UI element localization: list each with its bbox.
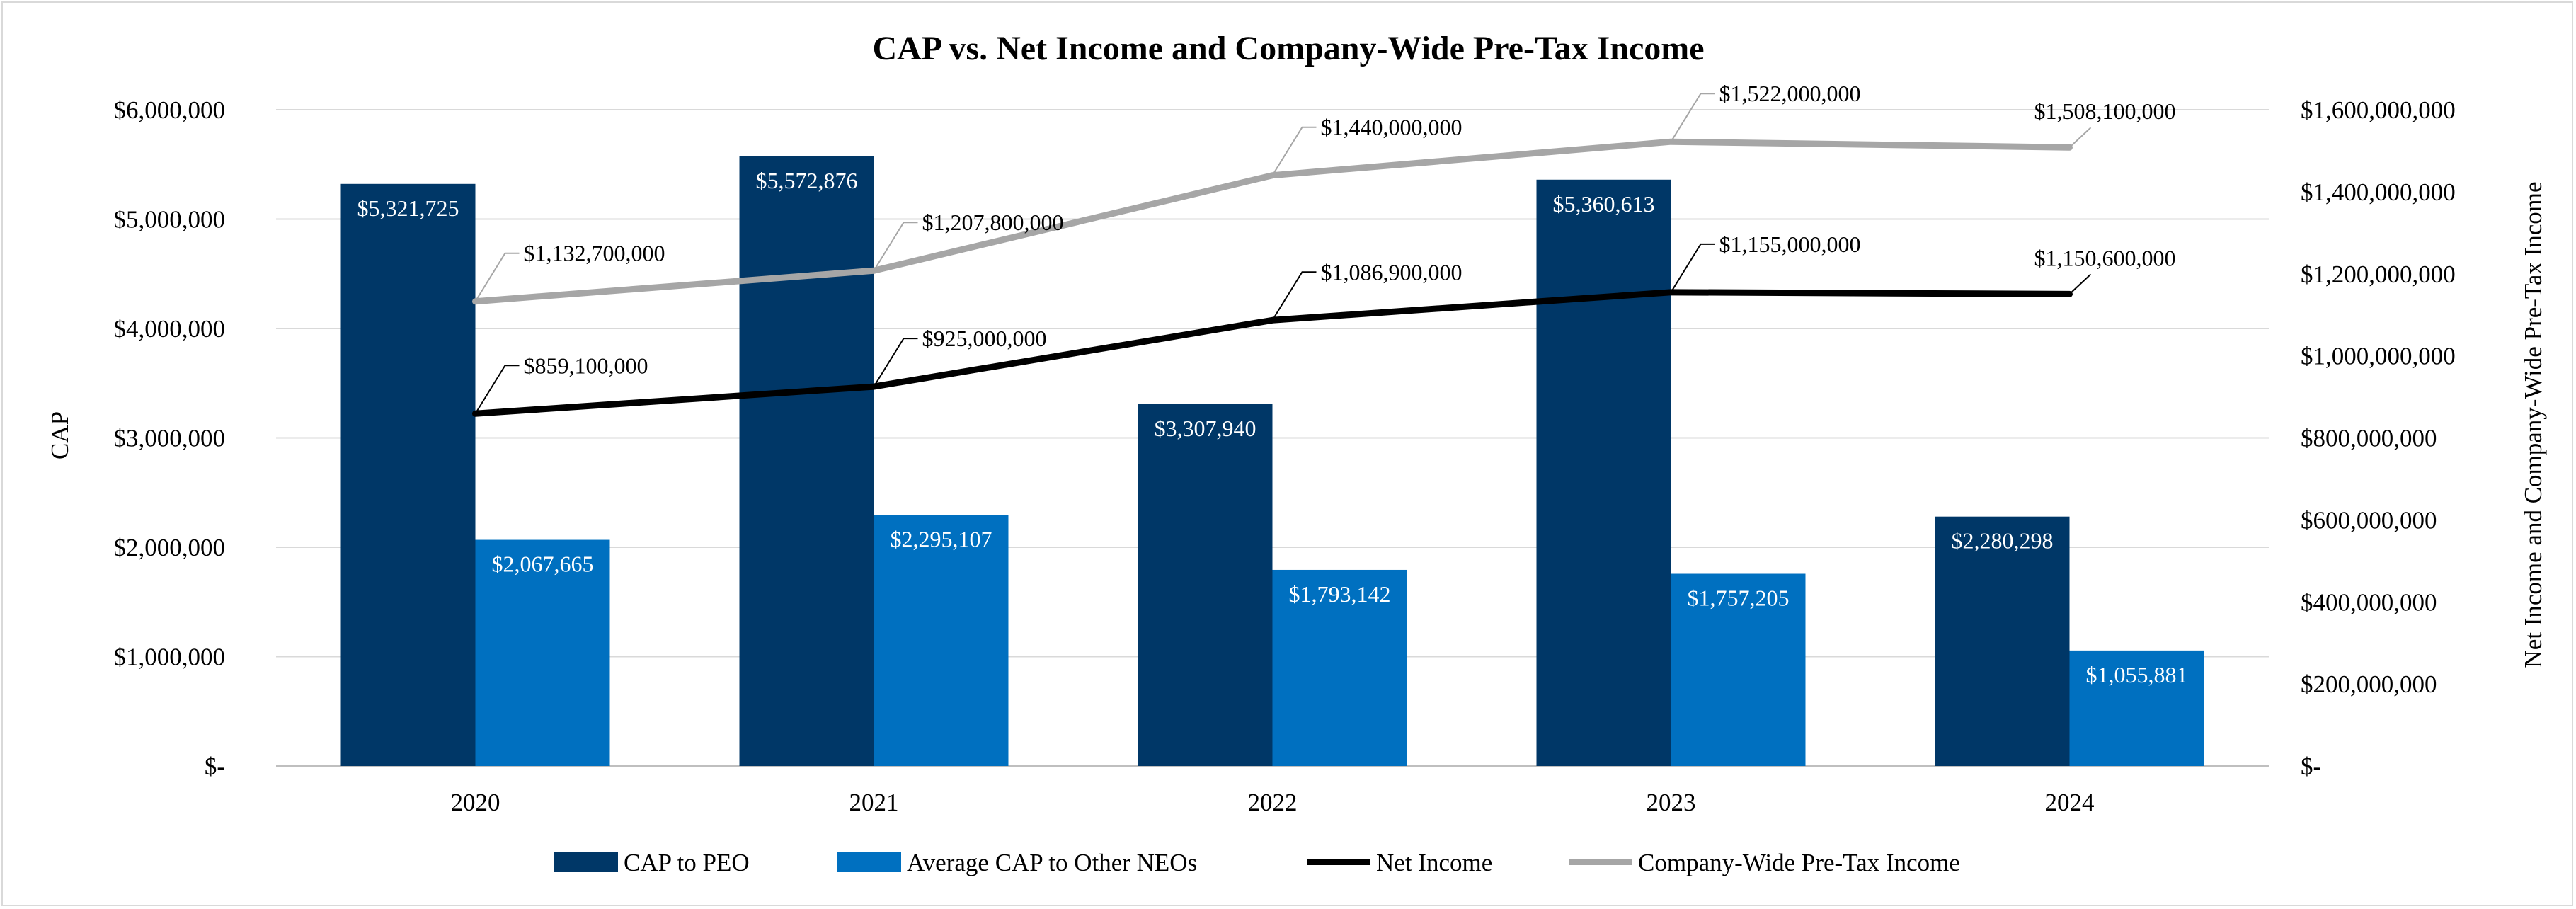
y-tick-right: $- [2301, 753, 2321, 780]
chart-title: CAP vs. Net Income and Company-Wide Pre-… [872, 30, 1704, 67]
legend-swatch [837, 852, 901, 872]
y-tick-right: $400,000,000 [2301, 588, 2437, 616]
label-leader-line [474, 252, 520, 302]
y-axis-title-left: CAP [46, 411, 74, 459]
bar-value-label: $5,360,613 [1553, 191, 1655, 217]
line-company-wide-pre-tax-income [472, 138, 2073, 305]
bar-value-label: $2,295,107 [891, 526, 992, 551]
legend-label: Average CAP to Other NEOs [907, 849, 1197, 876]
line-value-label: $1,207,800,000 [922, 210, 1064, 235]
label-leader-line [2068, 127, 2092, 148]
x-tick-label: 2024 [2045, 789, 2095, 816]
y-axis-title-right: Net Income and Company-Wide Pre-Tax Inco… [2519, 181, 2547, 668]
y-tick-right: $800,000,000 [2301, 425, 2437, 452]
x-tick-label: 2021 [849, 789, 899, 816]
line-series [472, 138, 2073, 417]
legend-swatch [554, 852, 618, 872]
line-net-income [472, 289, 2073, 417]
bar-cap-to-peo [1138, 404, 1273, 766]
label-leader-line [873, 338, 918, 387]
bar-value-label: $1,055,881 [2086, 662, 2188, 687]
bar-series [340, 156, 2204, 767]
bar-value-label: $2,280,298 [1952, 528, 2054, 554]
y-tick-left: $4,000,000 [114, 315, 226, 343]
y-tick-left: $5,000,000 [114, 206, 226, 234]
y-tick-left: $3,000,000 [114, 425, 226, 452]
label-leader-line [1271, 126, 1317, 176]
y-tick-left: $1,000,000 [114, 644, 226, 671]
legend-label: Company-Wide Pre-Tax Income [1638, 849, 1960, 876]
bar-average-cap-other-neos [475, 539, 610, 766]
bar-value-label: $1,793,142 [1289, 581, 1391, 607]
bar-value-label: $1,757,205 [1688, 585, 1790, 611]
y-tick-right: $1,400,000,000 [2301, 178, 2456, 206]
label-leader-line [1271, 271, 1317, 321]
bar-value-label: $5,321,725 [357, 195, 459, 221]
x-tick-label: 2022 [1248, 789, 1298, 816]
bar-average-cap-other-neos [1272, 569, 1407, 766]
bar-cap-to-peo [1536, 179, 1671, 767]
line-value-label: $1,150,600,000 [2034, 245, 2176, 270]
bar-value-label: $3,307,940 [1155, 416, 1256, 441]
bar-average-cap-other-neos [874, 515, 1009, 766]
bar-value-label: $5,572,876 [756, 168, 858, 193]
line-value-label: $925,000,000 [922, 326, 1047, 351]
line-value-label: $859,100,000 [524, 353, 648, 378]
label-leader-line [1670, 243, 1715, 293]
y-tick-left: $- [205, 753, 225, 780]
bar-cap-to-peo [340, 183, 476, 767]
x-tick-label: 2020 [451, 789, 500, 816]
bar-cap-to-peo [739, 156, 874, 766]
line-value-label: $1,086,900,000 [1321, 259, 1462, 285]
label-leader-line [2068, 273, 2092, 295]
bar-average-cap-other-neos [1671, 573, 1806, 766]
bar-value-label: $2,067,665 [492, 551, 594, 577]
y-tick-left: $6,000,000 [114, 96, 226, 124]
line-value-label: $1,440,000,000 [1321, 115, 1462, 140]
axes: $- $1,000,000 $2,000,000 $3,000,000 $4,000,0… [114, 96, 2456, 816]
bar-cap-to-peo [1935, 516, 2070, 766]
bar-average-cap-other-neos [2069, 650, 2204, 766]
line-value-label: $1,508,100,000 [2034, 98, 2176, 124]
label-leader-lines [474, 93, 2092, 414]
label-leader-line [1670, 93, 1715, 142]
y-tick-right: $1,200,000,000 [2301, 261, 2456, 288]
line-value-label: $1,132,700,000 [524, 241, 665, 266]
x-tick-label: 2023 [1647, 789, 1696, 816]
legend-label: Net Income [1376, 849, 1492, 876]
y-tick-right: $1,000,000,000 [2301, 343, 2456, 370]
label-leader-line [474, 365, 520, 414]
y-tick-right: $1,600,000,000 [2301, 96, 2456, 124]
y-tick-left: $2,000,000 [114, 534, 226, 561]
y-tick-right: $600,000,000 [2301, 506, 2437, 534]
legend-label: CAP to PEO [624, 849, 750, 876]
line-value-label: $1,155,000,000 [1719, 231, 1861, 257]
label-leader-line [873, 222, 918, 271]
data-labels: $5,321,725 $5,572,876 $3,307,940 $5,360,613… [357, 81, 2188, 687]
y-tick-right: $200,000,000 [2301, 670, 2437, 698]
line-value-label: $1,522,000,000 [1719, 81, 1861, 106]
legend: CAP to PEO Average CAP to Other NEOs Net I… [554, 849, 1960, 876]
